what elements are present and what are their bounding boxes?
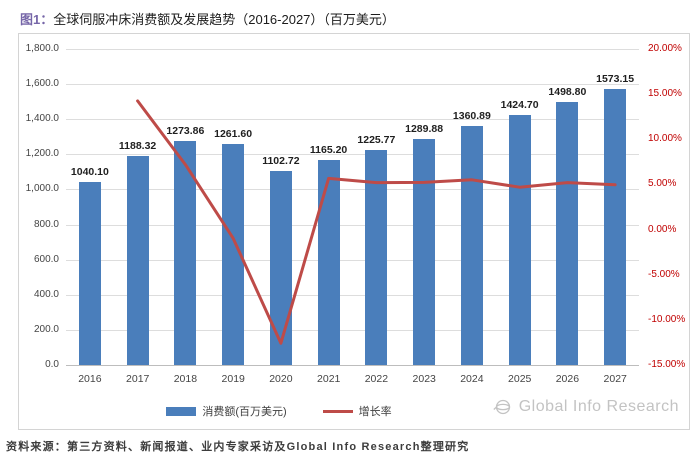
bar — [460, 126, 483, 365]
grid-line — [66, 119, 639, 121]
bar — [604, 88, 627, 365]
x-axis-label: 2026 — [555, 373, 580, 385]
bar-value-label: 1102.72 — [262, 155, 300, 168]
figure-number: 图1： — [20, 12, 54, 27]
figure-title: 图1：全球伺服冲床消费额及发展趋势（2016-2027）（百万美元） — [20, 9, 395, 28]
line-series-swatch — [322, 409, 353, 413]
left-axis-tick-label: 600.0 — [33, 253, 59, 265]
left-axis-tick-label: 1,400.0 — [25, 113, 59, 125]
bar-value-label: 1225.77 — [357, 133, 396, 146]
left-axis-tick-label: 1,600.0 — [25, 78, 59, 90]
bar — [222, 143, 245, 365]
bar-value-label: 1273.86 — [166, 125, 205, 138]
x-axis-label: 2020 — [269, 373, 293, 385]
chart-legend: 消费额(百万美元) 增长率 — [19, 402, 539, 420]
left-axis-tick-label: 400.0 — [33, 288, 59, 300]
x-axis-label: 2017 — [126, 373, 150, 385]
left-axis-tick-label: 1,200.0 — [25, 148, 59, 160]
watermark-text: Global Info Research — [518, 398, 679, 415]
left-axis-tick-label: 1,800.0 — [25, 43, 59, 54]
left-axis-tick-label: 0.0 — [45, 359, 59, 370]
right-axis-tick-label: 10.00% — [648, 133, 682, 145]
bar — [365, 149, 388, 365]
bar-value-label: 1289.88 — [405, 122, 444, 135]
legend-item-growth-rate: 增长率 — [322, 403, 392, 419]
grid-line — [66, 84, 639, 86]
chart-area: 消费额(百万美元) 增长率 Global Info Research 0.0 20… — [18, 33, 690, 430]
bar — [269, 171, 292, 365]
bar — [126, 156, 149, 365]
grid-line — [66, 365, 639, 366]
legend-label-growth-rate: 增长率 — [358, 406, 392, 418]
bar-value-label: 1424.70 — [500, 98, 539, 111]
grid-line — [66, 224, 639, 226]
bar — [413, 138, 436, 365]
globe-icon — [493, 399, 510, 415]
growth-rate-polyline — [136, 99, 617, 345]
left-axis-tick-label: 200.0 — [33, 323, 59, 335]
x-axis-label: 2025 — [508, 373, 532, 385]
x-axis-label: 2019 — [221, 373, 245, 385]
source-note: 资料来源：第三方资料、新闻报道、业内专家采访及Global Info Resea… — [6, 441, 470, 453]
bar-value-label: 1165.20 — [309, 144, 348, 157]
bar — [556, 101, 579, 365]
bar-value-label: 1360.89 — [452, 110, 491, 123]
grid-line — [66, 259, 639, 261]
grid-line — [66, 189, 639, 191]
x-axis-label: 2024 — [460, 373, 484, 385]
bar — [78, 182, 101, 365]
left-axis-tick-label: 1,000.0 — [25, 183, 59, 195]
bar-value-label: 1040.10 — [70, 166, 109, 179]
x-axis-label: 2018 — [173, 373, 198, 385]
x-axis-label: 2022 — [364, 373, 389, 385]
x-axis-label: 2027 — [603, 373, 627, 385]
right-axis-tick-label: -5.00% — [648, 268, 680, 280]
bar-value-label: 1188.32 — [118, 140, 157, 153]
figure-title-text: 全球伺服冲床消费额及发展趋势（2016-2027）（百万美元） — [53, 12, 395, 27]
bar-value-label: 1261.60 — [214, 127, 253, 140]
right-axis-tick-label: 5.00% — [648, 178, 677, 190]
right-axis-tick-label: 15.00% — [648, 88, 682, 100]
bar-series-swatch — [166, 406, 197, 416]
x-axis-label: 2016 — [78, 373, 102, 385]
watermark: Global Info Research — [493, 394, 679, 420]
bar-value-label: 1498.80 — [548, 85, 587, 98]
left-axis-tick-label: 800.0 — [33, 218, 59, 230]
legend-item-consumption: 消费额(百万美元) — [166, 403, 287, 419]
right-axis-tick-label: 20.00% — [648, 43, 682, 54]
x-axis-label: 2023 — [412, 373, 436, 385]
right-axis-tick-label: -15.00% — [648, 359, 686, 370]
grid-line — [66, 329, 639, 331]
grid-line — [66, 49, 639, 50]
right-axis-tick-label: 0.00% — [648, 223, 677, 235]
legend-label-consumption: 消费额(百万美元) — [202, 406, 287, 418]
right-axis-tick-label: -10.00% — [648, 313, 686, 325]
grid-line — [66, 294, 639, 296]
bar-value-label: 1573.15 — [596, 72, 635, 85]
x-axis-label: 2021 — [317, 373, 341, 385]
bar — [508, 114, 531, 365]
bar — [174, 141, 197, 365]
bar — [317, 160, 340, 365]
growth-rate-line — [136, 99, 617, 345]
grid-line — [66, 154, 639, 156]
